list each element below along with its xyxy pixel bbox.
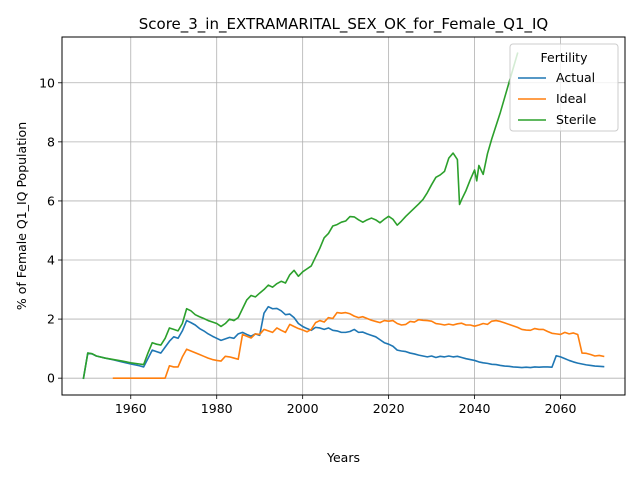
legend-label-sterile: Sterile bbox=[556, 112, 597, 127]
y-tick-label: 4 bbox=[47, 253, 55, 268]
legend-label-actual: Actual bbox=[556, 70, 595, 85]
legend-title: Fertility bbox=[541, 50, 589, 65]
x-tick-label: 1980 bbox=[201, 401, 233, 416]
grid bbox=[62, 37, 625, 395]
y-axis: 0 2 4 6 8 10 bbox=[39, 75, 62, 386]
plot-area-frame bbox=[61, 36, 626, 396]
series-lines bbox=[82, 52, 605, 380]
series-line-ideal bbox=[112, 311, 605, 379]
y-tick-label: 0 bbox=[47, 371, 55, 386]
x-tick-label: 2040 bbox=[459, 401, 491, 416]
y-tick-label: 6 bbox=[47, 193, 55, 208]
series-line-sterile bbox=[82, 52, 519, 380]
x-tick-label: 1960 bbox=[115, 401, 147, 416]
x-axis: 1960 1980 2000 2020 2040 2060 bbox=[115, 395, 577, 416]
y-tick-label: 2 bbox=[47, 312, 55, 327]
chart-title: Score_3_in_EXTRAMARITAL_SEX_OK_for_Femal… bbox=[139, 15, 548, 34]
series-line-actual bbox=[82, 305, 605, 380]
legend-label-ideal: Ideal bbox=[556, 91, 586, 106]
legend: Fertility Actual Ideal Sterile bbox=[509, 43, 619, 132]
legend-frame bbox=[509, 43, 619, 132]
x-tick-label: 2020 bbox=[373, 401, 405, 416]
x-tick-label: 2060 bbox=[545, 401, 577, 416]
legend-items: Actual Ideal Sterile bbox=[518, 70, 597, 127]
y-tick-label: 8 bbox=[47, 134, 55, 149]
y-axis-label: % of Female Q1_IQ Population bbox=[14, 122, 29, 310]
x-axis-label: Years bbox=[326, 450, 360, 465]
y-tick-label: 10 bbox=[39, 75, 55, 90]
x-tick-label: 2000 bbox=[287, 401, 319, 416]
